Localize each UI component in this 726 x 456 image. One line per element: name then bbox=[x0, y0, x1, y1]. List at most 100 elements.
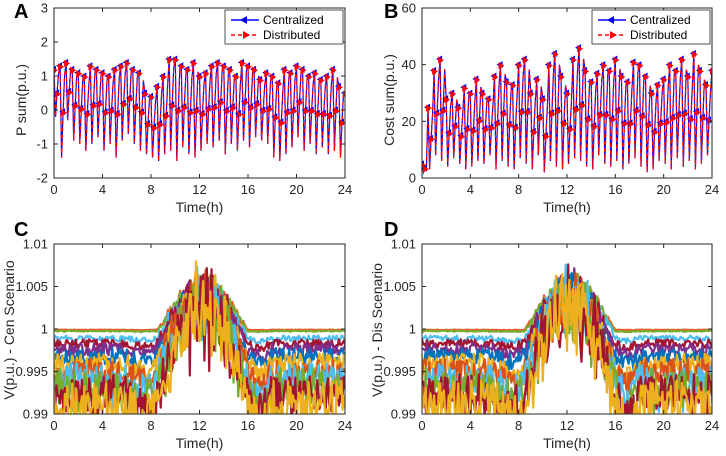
y-tick-label: 0.99 bbox=[23, 407, 48, 422]
y-tick-label: -1 bbox=[36, 137, 48, 152]
marker-distributed bbox=[261, 107, 268, 115]
marker-distributed bbox=[483, 125, 490, 133]
x-tick-label: 8 bbox=[147, 182, 154, 197]
x-tick-label: 16 bbox=[608, 182, 622, 197]
voltage-line-bus-12 bbox=[54, 260, 345, 414]
marker-distributed bbox=[519, 108, 526, 116]
y-tick-label: 1.01 bbox=[23, 237, 48, 252]
legend-marker-distributed bbox=[610, 31, 617, 39]
y-tick-label: 0 bbox=[41, 103, 48, 118]
marker-distributed bbox=[282, 66, 289, 74]
marker-distributed bbox=[327, 112, 334, 120]
marker-distributed bbox=[513, 124, 520, 132]
marker-distributed bbox=[583, 67, 590, 75]
legend-marker-distributed bbox=[243, 31, 250, 39]
x-tick-label: 24 bbox=[705, 182, 719, 197]
marker-distributed bbox=[495, 120, 502, 128]
marker-distributed bbox=[239, 59, 246, 67]
marker-distributed bbox=[510, 82, 517, 89]
x-tick-label: 4 bbox=[99, 418, 106, 433]
marker-distributed bbox=[664, 118, 671, 126]
marker-distributed bbox=[422, 162, 426, 168]
marker-distributed bbox=[679, 56, 686, 64]
marker-distributed bbox=[471, 127, 478, 135]
marker-distributed bbox=[206, 105, 213, 113]
legend-marker-centralized bbox=[607, 16, 614, 24]
marker-distributed bbox=[676, 111, 683, 119]
marker-distributed bbox=[670, 114, 677, 122]
marker-distributed bbox=[694, 108, 701, 116]
marker-distributed bbox=[568, 125, 575, 133]
panel-C: 0 4 8 12 16 20 24 0.99 0.995 1 1.005 1.01 Time(h) V(p… bbox=[1, 219, 352, 451]
marker-distributed bbox=[507, 121, 514, 129]
marker-distributed bbox=[55, 90, 62, 98]
marker-distributed bbox=[61, 109, 68, 117]
marker-distributed bbox=[173, 56, 180, 64]
legend-label-centralized: Centralized bbox=[630, 13, 691, 27]
marker-distributed bbox=[634, 107, 641, 115]
marker-distributed bbox=[288, 70, 295, 78]
x-tick-label: 20 bbox=[289, 418, 303, 433]
marker-distributed bbox=[188, 109, 195, 117]
marker-distributed bbox=[516, 62, 523, 70]
x-tick-label: 20 bbox=[656, 418, 670, 433]
marker-distributed bbox=[537, 114, 544, 122]
marker-distributed bbox=[255, 100, 262, 108]
y-axis-label: V(p.u.) - Dis Scenario bbox=[369, 263, 385, 397]
marker-distributed bbox=[540, 96, 547, 104]
plot-area bbox=[54, 55, 345, 162]
x-tick-label: 12 bbox=[560, 418, 574, 433]
marker-distributed bbox=[474, 76, 481, 84]
marker-distributed bbox=[249, 104, 256, 112]
marker-distributed bbox=[209, 63, 216, 71]
marker-distributed bbox=[685, 73, 692, 81]
marker-distributed bbox=[297, 99, 304, 106]
marker-distributed bbox=[236, 110, 243, 118]
marker-distributed bbox=[658, 120, 665, 128]
x-tick-label: 0 bbox=[418, 182, 425, 197]
marker-distributed bbox=[613, 56, 620, 64]
y-tick-label: 40 bbox=[402, 57, 416, 72]
x-tick-label: 12 bbox=[192, 182, 206, 197]
y-axis-label: V(p.u.) - Cen Scenario bbox=[1, 260, 17, 399]
marker-distributed bbox=[456, 104, 463, 112]
x-tick-label: 24 bbox=[338, 418, 352, 433]
marker-distributed bbox=[212, 104, 219, 112]
x-tick-label: 8 bbox=[147, 418, 154, 433]
x-tick-label: 8 bbox=[515, 182, 522, 197]
marker-distributed bbox=[161, 73, 168, 81]
marker-distributed bbox=[197, 73, 204, 81]
marker-distributed bbox=[252, 66, 259, 74]
marker-distributed bbox=[643, 73, 650, 81]
marker-distributed bbox=[700, 114, 707, 122]
marker-distributed bbox=[315, 110, 322, 118]
marker-distributed bbox=[601, 62, 608, 70]
marker-distributed bbox=[631, 59, 638, 67]
marker-distributed bbox=[552, 50, 559, 58]
marker-distributed bbox=[121, 100, 128, 108]
panel-D: 0 4 8 12 16 20 24 0.99 0.995 1 1.005 1.01 Time(h) V(p… bbox=[369, 219, 719, 451]
marker-distributed bbox=[649, 90, 656, 98]
marker-distributed bbox=[155, 83, 162, 91]
panel-label: A bbox=[14, 1, 28, 23]
marker-distributed bbox=[306, 73, 313, 81]
marker-distributed bbox=[88, 63, 95, 71]
x-axis-label: Time(h) bbox=[543, 435, 591, 451]
marker-distributed bbox=[145, 121, 152, 129]
marker-distributed bbox=[441, 107, 448, 115]
marker-distributed bbox=[571, 56, 578, 64]
marker-distributed bbox=[246, 63, 252, 71]
marker-distributed bbox=[321, 110, 328, 118]
marker-distributed bbox=[444, 96, 451, 104]
marker-distributed bbox=[303, 107, 310, 115]
marker-distributed bbox=[221, 63, 228, 71]
panel-label: B bbox=[384, 1, 398, 23]
y-tick-label: 1.01 bbox=[391, 237, 416, 252]
marker-distributed bbox=[438, 56, 445, 64]
marker-distributed bbox=[64, 59, 71, 67]
marker-distributed bbox=[291, 107, 298, 115]
marker-distributed bbox=[595, 70, 602, 78]
x-tick-label: 0 bbox=[50, 182, 57, 197]
marker-distributed bbox=[492, 73, 499, 81]
marker-distributed bbox=[191, 59, 198, 67]
